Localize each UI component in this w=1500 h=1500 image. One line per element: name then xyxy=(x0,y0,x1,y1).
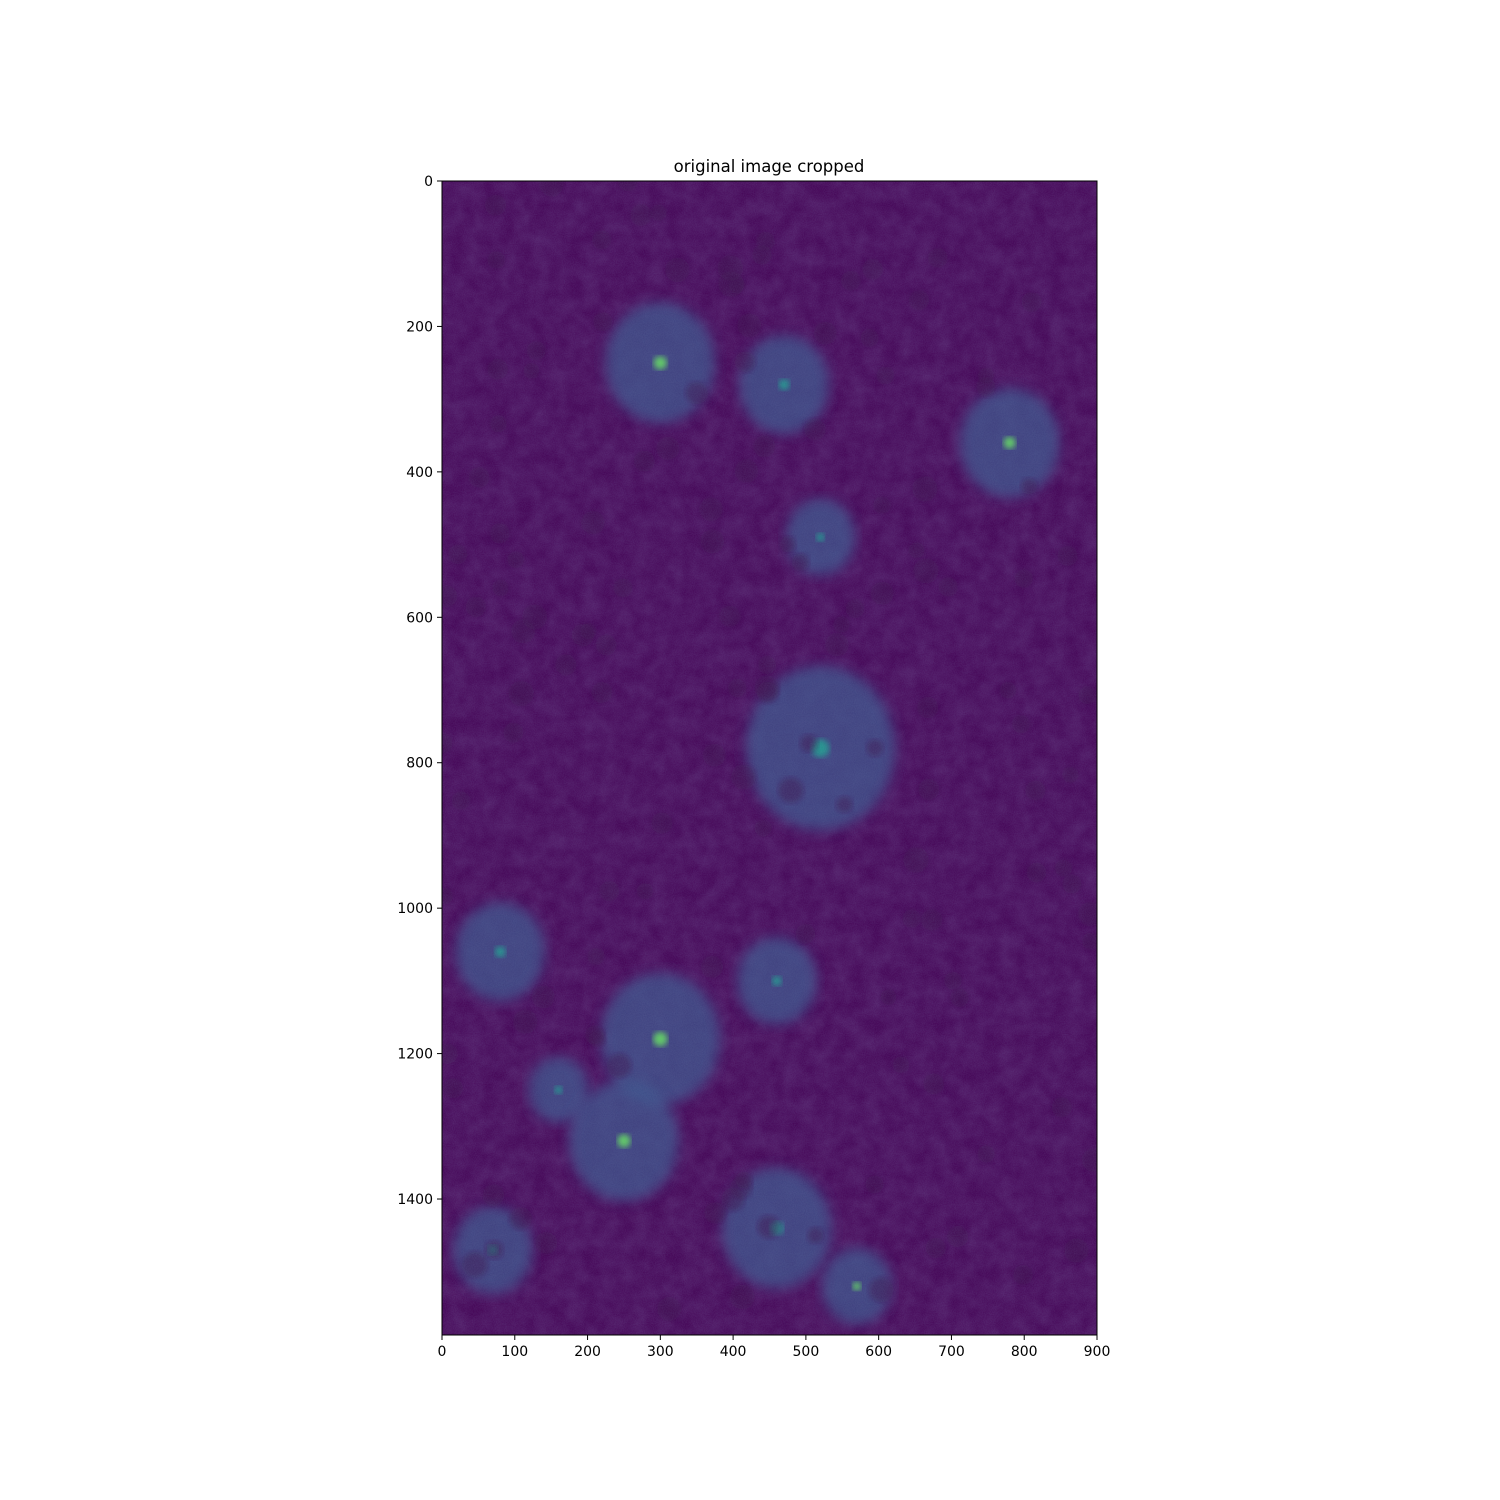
y-tick-label: 1400 xyxy=(397,1192,433,1208)
x-tick-label: 500 xyxy=(793,1344,820,1360)
y-tick-label: 1200 xyxy=(397,1047,433,1063)
y-tick-label: 600 xyxy=(406,610,433,626)
x-tick-label: 200 xyxy=(574,1344,601,1360)
y-tick-label: 800 xyxy=(406,756,433,772)
microscopy-image xyxy=(442,181,1097,1335)
x-tick-label: 0 xyxy=(438,1344,447,1360)
y-tick-label: 1000 xyxy=(397,901,433,917)
y-tick-label: 400 xyxy=(406,465,433,481)
texture-noise xyxy=(442,181,1097,1335)
chart-title: original image cropped xyxy=(674,157,865,176)
x-tick-label: 300 xyxy=(647,1344,674,1360)
x-tick-label: 900 xyxy=(1084,1344,1111,1360)
x-axis: 0 100 200 300 400 500 600 700 800 900 xyxy=(438,1335,1111,1360)
y-axis: 0 200 400 600 800 1000 1200 1400 xyxy=(397,174,442,1208)
y-tick-label: 0 xyxy=(424,174,433,190)
y-tick-label: 200 xyxy=(406,319,433,335)
x-tick-label: 600 xyxy=(865,1344,892,1360)
x-tick-label: 100 xyxy=(501,1344,528,1360)
x-tick-label: 700 xyxy=(938,1344,965,1360)
x-tick-label: 800 xyxy=(1011,1344,1038,1360)
x-tick-label: 400 xyxy=(720,1344,747,1360)
axes-frame xyxy=(441,180,1098,1336)
